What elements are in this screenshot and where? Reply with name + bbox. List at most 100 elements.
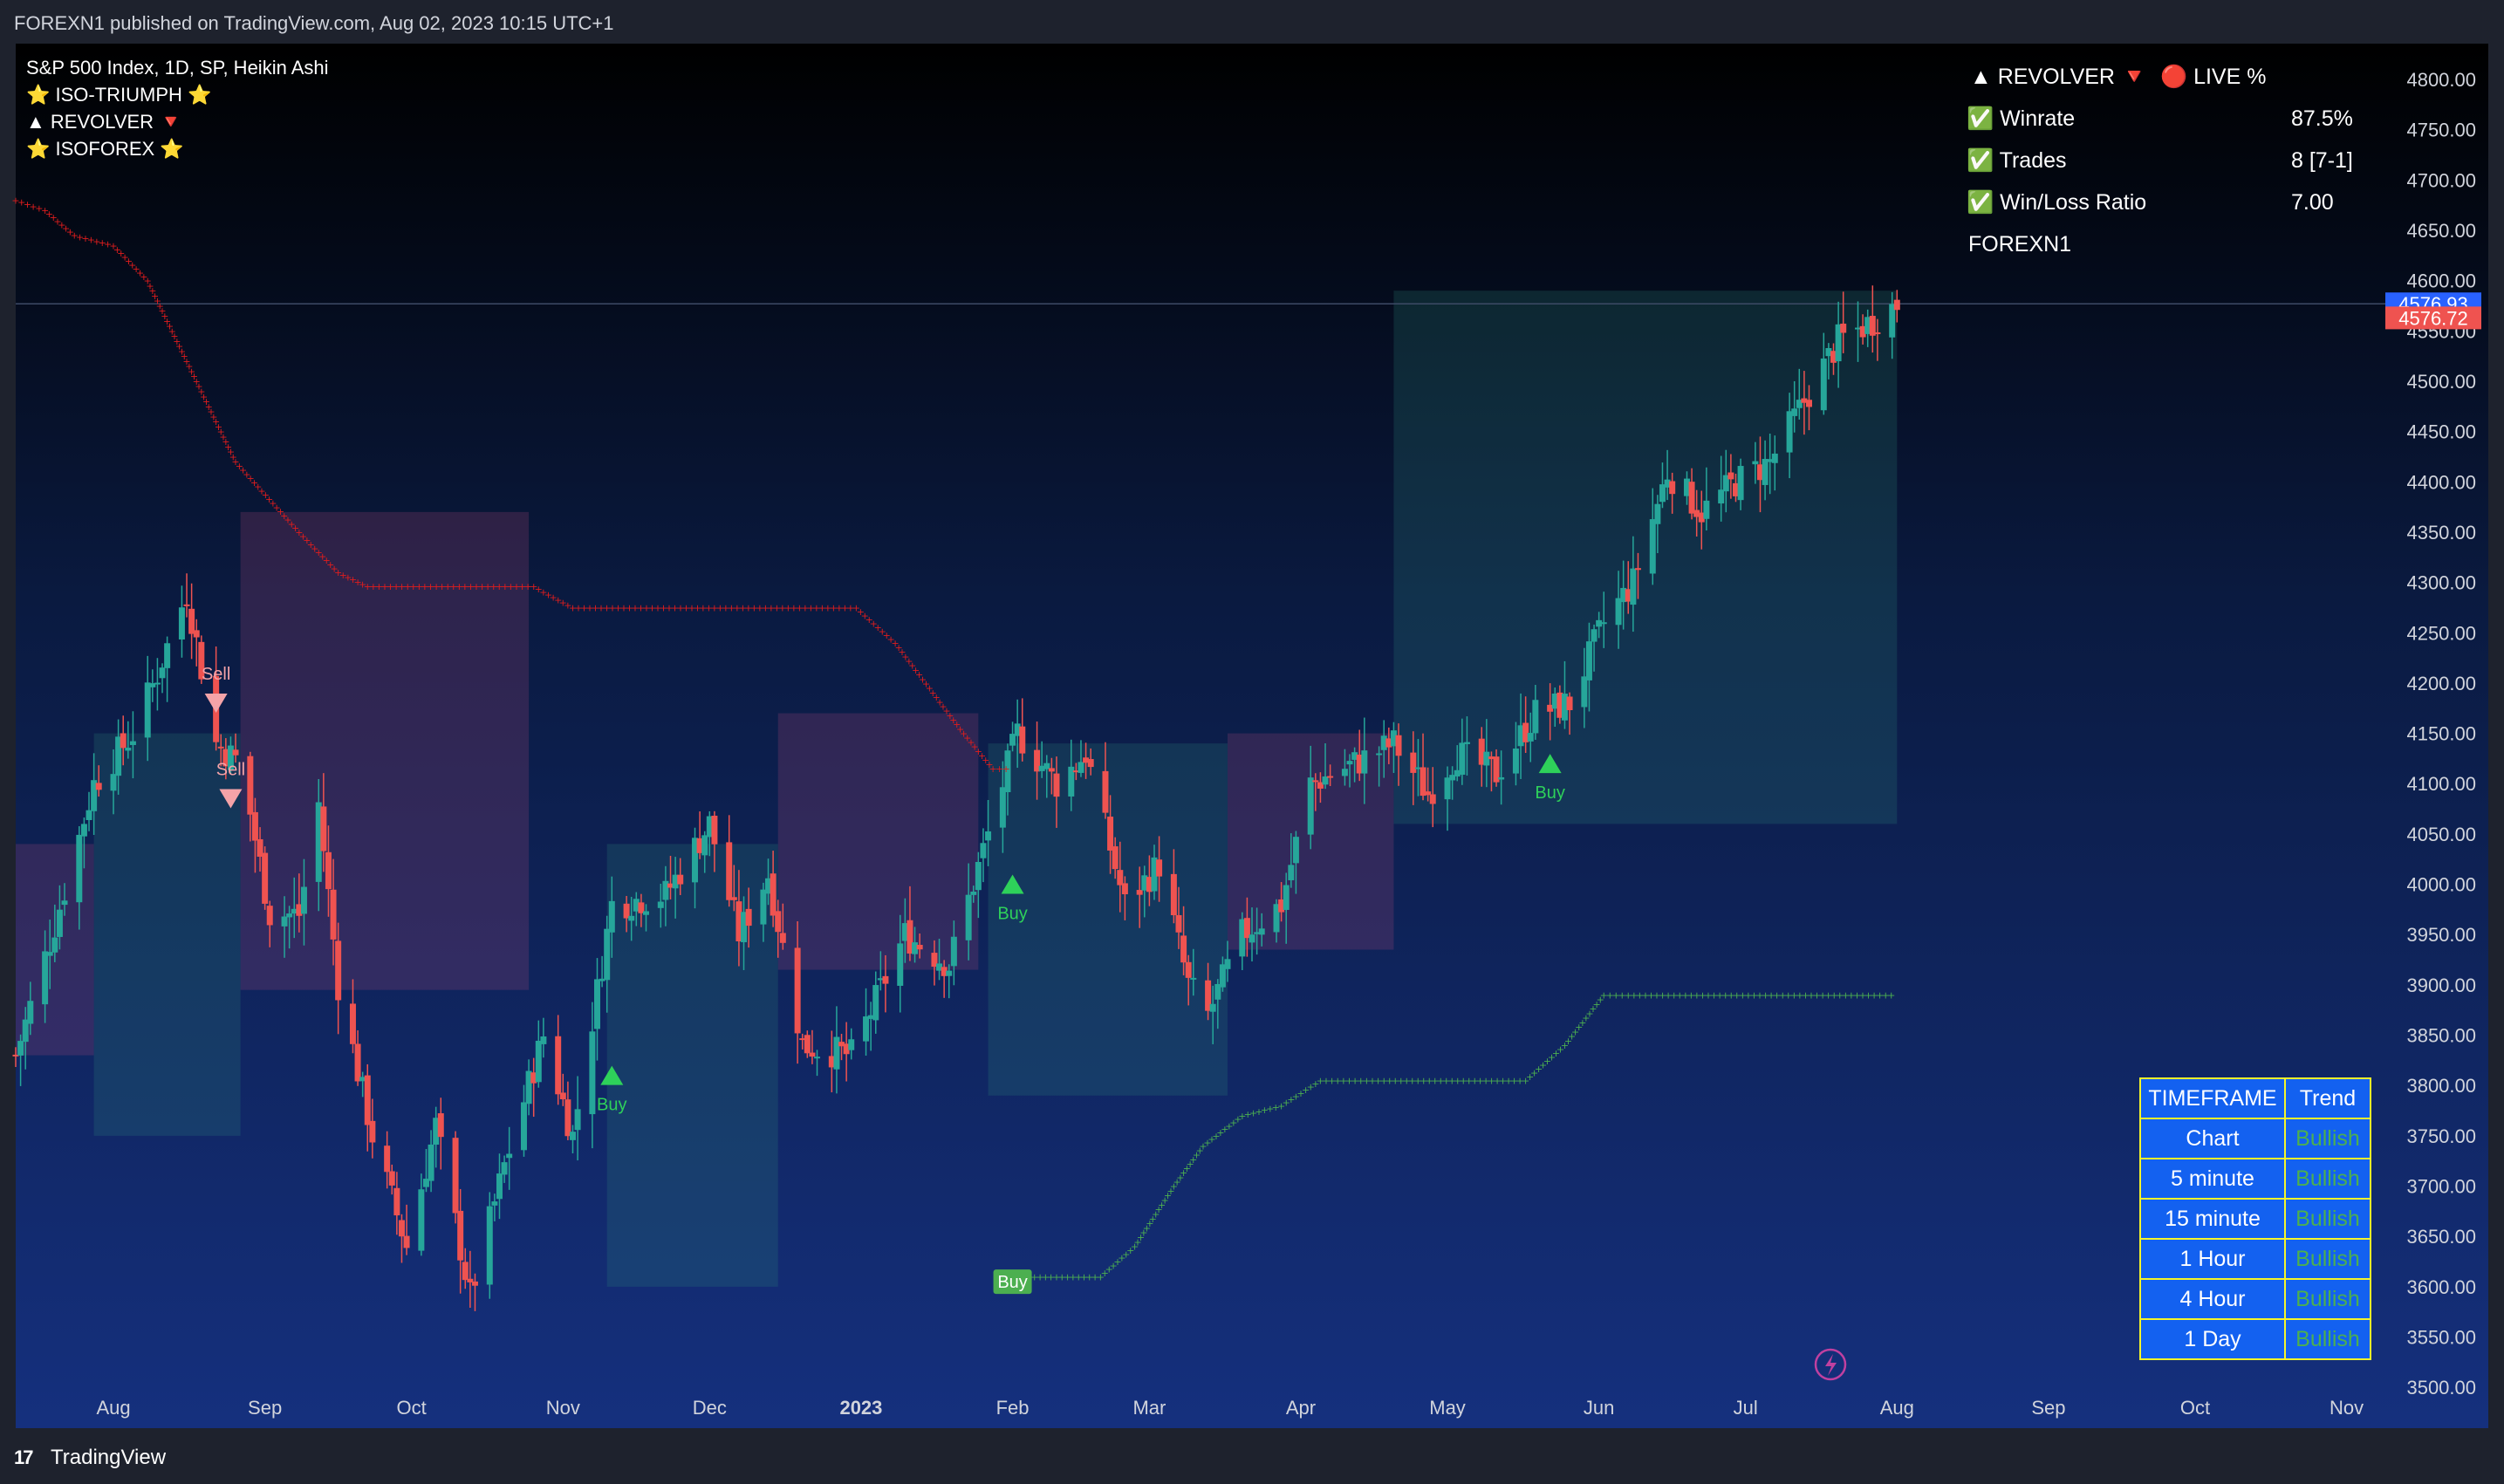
svg-text:+: +	[87, 235, 95, 246]
candle	[398, 1214, 405, 1263]
svg-text:+: +	[1238, 1111, 1246, 1122]
svg-text:+: +	[427, 581, 434, 592]
candle	[726, 815, 733, 907]
indicator-lines: ++++++++++++++++++++++++++++++++++++++++…	[11, 195, 1895, 1282]
svg-text:+: +	[790, 602, 797, 613]
candle	[198, 635, 205, 684]
candle	[1043, 755, 1050, 798]
candle	[330, 858, 337, 966]
svg-text:+: +	[574, 602, 582, 613]
indicator-revolver[interactable]: ▲ REVOLVER 🔻	[26, 111, 183, 133]
svg-text:+: +	[1530, 1067, 1538, 1078]
candle	[980, 828, 987, 883]
svg-text:+: +	[1261, 1104, 1269, 1116]
svg-text:+: +	[1143, 1222, 1151, 1234]
svg-text:+: +	[1126, 1245, 1134, 1256]
candle	[1669, 472, 1676, 514]
bull-zone	[93, 733, 241, 1136]
svg-text:+: +	[1578, 1017, 1586, 1029]
candle	[1830, 343, 1837, 375]
svg-text:+: +	[280, 510, 288, 522]
svg-text:+: +	[688, 602, 695, 613]
svg-text:+: +	[158, 305, 166, 317]
indicator-iso-triumph[interactable]: ⭐ ISO-TRIUMPH ⭐	[26, 84, 212, 106]
candle	[257, 827, 263, 872]
x-tick-label: Nov	[546, 1397, 580, 1419]
candle	[1581, 647, 1588, 728]
svg-text:+: +	[1058, 1271, 1066, 1282]
svg-text:+: +	[1380, 1075, 1388, 1086]
candle	[901, 898, 908, 963]
svg-text:+: +	[197, 386, 205, 397]
candle	[1087, 748, 1094, 776]
lightning-icon[interactable]	[1814, 1348, 1847, 1381]
svg-text:+: +	[392, 581, 400, 592]
svg-text:+: +	[277, 506, 284, 517]
candle	[501, 1155, 508, 1183]
svg-text:+: +	[807, 602, 815, 613]
svg-text:+: +	[544, 589, 552, 600]
tradingview-logo-text[interactable]: TradingView	[51, 1446, 167, 1469]
svg-text:+: +	[1693, 989, 1700, 1001]
svg-text:+: +	[1670, 989, 1678, 1001]
candle	[1038, 741, 1045, 778]
candle	[907, 886, 913, 961]
svg-text:+: +	[801, 602, 809, 613]
svg-text:+: +	[861, 610, 869, 621]
tradingview-logo-icon[interactable]: 17	[14, 1446, 34, 1468]
candle	[12, 1047, 19, 1068]
svg-text:+: +	[262, 489, 270, 501]
svg-text:+: +	[1437, 1075, 1445, 1086]
svg-text:+: +	[530, 581, 537, 592]
indicator-isoforex[interactable]: ⭐ ISOFOREX ⭐	[26, 138, 184, 160]
svg-text:+: +	[295, 527, 303, 538]
svg-text:+: +	[960, 728, 968, 740]
candle	[149, 669, 156, 702]
svg-text:+: +	[1317, 1075, 1324, 1086]
svg-text:+: +	[398, 581, 406, 592]
svg-text:+: +	[585, 602, 593, 613]
symbol-label[interactable]: S&P 500 Index, 1D, SP, Heikin Ashi	[26, 57, 329, 79]
table-row: 15 minute Bullish	[2139, 1198, 2371, 1240]
svg-text:+: +	[1600, 989, 1608, 1001]
candle	[1825, 343, 1832, 380]
candle	[1307, 745, 1314, 850]
candle	[403, 1204, 410, 1255]
svg-text:+: +	[1585, 1008, 1593, 1019]
candle	[300, 858, 307, 946]
close-price-tag-text: 4576.72	[2398, 307, 2468, 329]
candle	[1312, 773, 1319, 811]
svg-text:+: +	[311, 543, 318, 554]
timeframe-cell: 4 Hour	[2139, 1278, 2286, 1320]
candle	[364, 1063, 371, 1152]
candle	[1561, 660, 1568, 729]
svg-text:+: +	[146, 280, 154, 291]
candle	[51, 904, 58, 962]
svg-text:+: +	[1733, 989, 1741, 1001]
candle	[1136, 866, 1143, 928]
candle	[217, 734, 224, 767]
candle	[154, 658, 161, 711]
svg-text:+: +	[1426, 1075, 1433, 1086]
y-tick-label: 3750.00	[2406, 1125, 2476, 1147]
svg-text:+: +	[835, 602, 843, 613]
svg-text:+: +	[92, 236, 100, 247]
svg-text:+: +	[1158, 1200, 1166, 1211]
svg-text:+: +	[1659, 989, 1666, 1001]
candle	[1566, 692, 1573, 735]
x-tick-label: Sep	[2031, 1397, 2065, 1419]
svg-text:+: +	[1665, 989, 1673, 1001]
svg-text:+: +	[1292, 1091, 1300, 1102]
svg-text:+: +	[1170, 1181, 1178, 1193]
svg-text:+: +	[953, 719, 961, 730]
candle	[46, 920, 53, 989]
timeframe-cell: Chart	[2139, 1118, 2286, 1159]
candle	[1322, 743, 1329, 790]
candle	[418, 1173, 425, 1256]
trend-table-header: TIMEFRAME Trend	[2139, 1077, 2371, 1119]
candle	[1053, 756, 1060, 828]
svg-text:+: +	[212, 416, 220, 427]
svg-text:+: +	[58, 219, 65, 230]
svg-text:+: +	[175, 341, 183, 352]
